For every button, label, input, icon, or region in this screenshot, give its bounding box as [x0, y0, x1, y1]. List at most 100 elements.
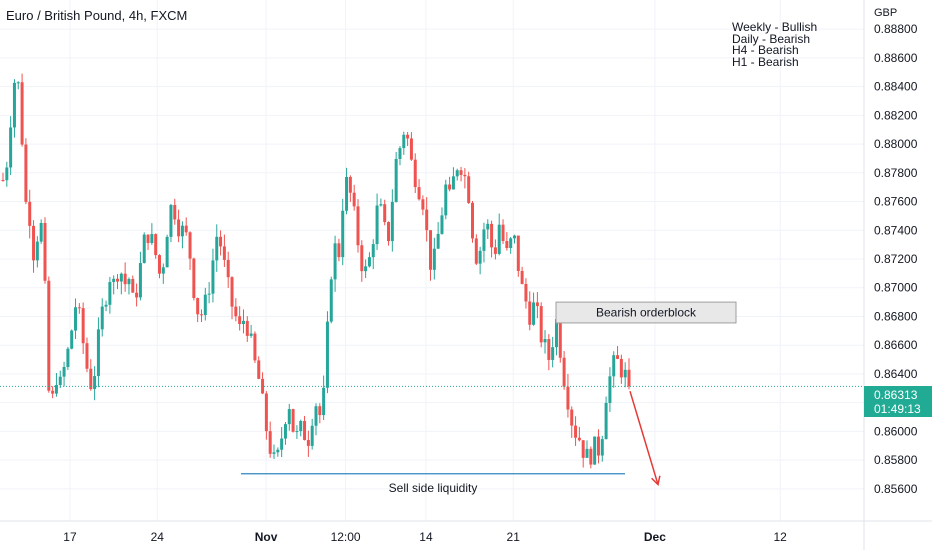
- x-tick-label: 12:00: [331, 530, 361, 544]
- y-tick-label: 0.88600: [874, 51, 918, 65]
- candle-body: [222, 246, 226, 260]
- candle-body: [119, 273, 123, 282]
- candle-body: [352, 192, 356, 207]
- chart-title: Euro / British Pound, 4h, FXCM: [6, 8, 188, 23]
- candle-body: [280, 438, 284, 450]
- last-price-tag: 0.86313 01:49:13: [864, 386, 932, 417]
- candle-body: [165, 236, 169, 268]
- candle-body: [226, 259, 230, 278]
- candle-body: [341, 210, 345, 258]
- candle-body: [199, 314, 203, 316]
- candle-body: [135, 292, 139, 298]
- candle-body: [5, 167, 9, 181]
- candle-body: [192, 258, 196, 299]
- x-tick-label: Dec: [644, 530, 666, 544]
- bias-note: Weekly - Bullish Daily - Bearish H4 - Be…: [732, 20, 818, 68]
- candle-body: [54, 384, 58, 394]
- candle-body: [47, 280, 51, 391]
- candle-body: [482, 229, 486, 251]
- candle-body: [215, 236, 219, 261]
- candle-body: [219, 236, 223, 247]
- candle-body: [81, 308, 85, 344]
- candle-body: [177, 219, 181, 237]
- overlays: Bearish orderblock Sell side liquidity: [0, 301, 864, 495]
- projection-arrow: [629, 390, 659, 485]
- candle-body: [241, 320, 245, 325]
- candle-body: [551, 347, 555, 360]
- candle-body: [558, 319, 562, 358]
- candle-body: [272, 452, 276, 454]
- candle-body: [238, 316, 242, 325]
- candle-body: [287, 409, 291, 425]
- candle-body: [486, 223, 490, 230]
- candle-body: [360, 245, 364, 272]
- candle-body: [295, 431, 299, 433]
- y-tick-label: 0.85600: [874, 482, 918, 496]
- candles: [1, 73, 631, 469]
- candle-body: [589, 448, 593, 465]
- candle-body: [264, 393, 268, 432]
- candle-body: [383, 204, 387, 223]
- last-price: 0.86313: [874, 388, 918, 402]
- candle-body: [39, 222, 43, 242]
- candle-body: [459, 170, 463, 175]
- candle-body: [596, 436, 600, 456]
- y-tick-label: 0.86600: [874, 338, 918, 352]
- candle-body: [306, 440, 310, 446]
- y-tick-label: 0.88200: [874, 108, 918, 122]
- candle-body: [184, 225, 188, 233]
- candle-body: [444, 184, 448, 216]
- candle-body: [436, 233, 440, 249]
- candle-body: [387, 222, 391, 242]
- candle-body: [493, 247, 497, 254]
- candle-body: [467, 176, 471, 203]
- candle-body: [490, 223, 494, 248]
- candle-body: [520, 270, 524, 284]
- candle-body: [532, 302, 536, 325]
- bias-daily: Daily - Bearish: [732, 31, 811, 46]
- candle-body: [89, 368, 93, 390]
- candle-body: [329, 279, 333, 322]
- candle-body: [574, 425, 578, 438]
- orderblock-label: Bearish orderblock: [596, 306, 697, 320]
- candle-body: [417, 187, 421, 200]
- candle-body: [123, 273, 127, 285]
- candle-body: [425, 209, 429, 231]
- candle-body: [371, 244, 375, 258]
- candle-body: [154, 234, 158, 256]
- y-tick-label: 0.86400: [874, 367, 918, 381]
- candle-body: [505, 241, 509, 249]
- projection-arrow-head: [651, 475, 661, 487]
- y-tick-label: 0.88800: [874, 22, 918, 36]
- candle-body: [619, 358, 623, 378]
- candle-body: [116, 278, 120, 282]
- candle-body: [325, 321, 329, 388]
- candle-body: [108, 282, 112, 305]
- candle-body: [1, 179, 5, 181]
- candle-body: [448, 184, 452, 190]
- candle-body: [535, 302, 539, 307]
- bias-weekly: Weekly - Bullish: [732, 20, 818, 34]
- bar-countdown: 01:49:13: [874, 402, 921, 416]
- candle-body: [608, 376, 612, 403]
- x-tick-label: 12: [774, 530, 788, 544]
- candle-body: [474, 238, 478, 264]
- candle-body: [261, 378, 265, 394]
- candle-body: [62, 367, 66, 377]
- candle-body: [142, 234, 146, 264]
- candle-body: [367, 257, 371, 267]
- candle-body: [394, 158, 398, 202]
- candle-body: [20, 82, 24, 145]
- candle-body: [161, 267, 165, 274]
- candle-body: [314, 406, 318, 426]
- candle-body: [268, 431, 272, 454]
- liquidity-label: Sell side liquidity: [389, 481, 478, 495]
- candle-body: [207, 293, 211, 295]
- candle-body: [402, 134, 406, 149]
- candle-body: [234, 306, 238, 317]
- candle-body: [58, 376, 62, 385]
- candle-body: [146, 234, 150, 244]
- y-tick-label: 0.87600: [874, 195, 918, 209]
- candle-body: [51, 390, 55, 394]
